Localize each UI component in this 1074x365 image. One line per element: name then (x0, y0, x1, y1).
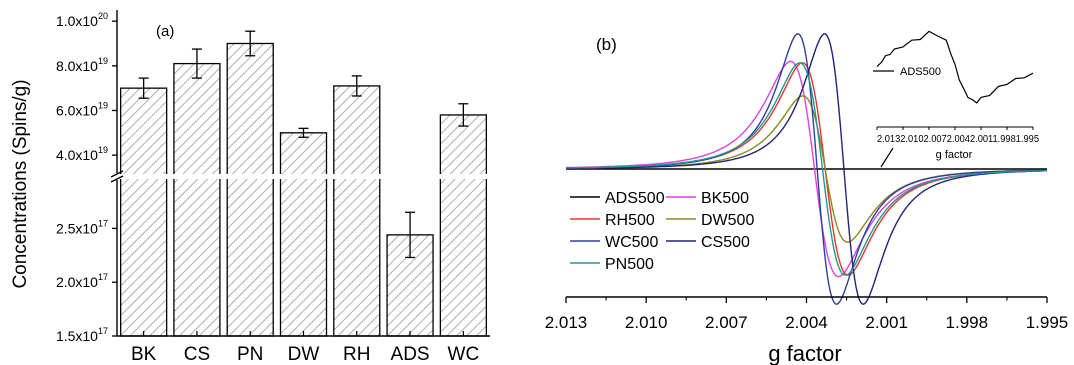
x-tick-label: CS (184, 344, 210, 365)
legend-label-wc500: WC500 (605, 234, 658, 251)
y-tick-label: 2.0x1017 (56, 272, 108, 290)
curve-cs500 (566, 33, 1047, 305)
curve-pn500 (565, 62, 1047, 276)
x-tick-label: ADS (391, 344, 430, 365)
x-tick-label: PN (237, 344, 263, 365)
x-tick-label: BK (131, 344, 157, 365)
y-tick-label: 1.5x1017 (56, 326, 108, 344)
bar-bk (119, 87, 168, 337)
legend-label-pn500: PN500 (605, 256, 654, 273)
x-tick-label: 2.010 (625, 313, 668, 332)
x-axis-label: g factor (768, 341, 841, 365)
legend: ADS500 BK500 RH500 DW500 WC500 CS500 PN500 (570, 190, 754, 273)
inset-curve-ads500 (876, 30, 1034, 104)
error-bars-group (138, 30, 469, 259)
panel-b-label: (b) (596, 35, 617, 54)
y-tick-label: 6.0x1019 (56, 100, 108, 118)
bars-group (109, 42, 492, 337)
legend-label-ads500: ADS500 (605, 190, 665, 207)
bar-pn (226, 42, 274, 337)
legend-label-cs500: CS500 (701, 234, 750, 251)
y-tick-label: 8.0x1019 (56, 56, 108, 74)
esr-curves-group (565, 33, 1048, 305)
y-tick-label: 2.5x1017 (56, 218, 108, 236)
y-tick-label: 1.0x1020 (56, 11, 108, 29)
inset-x-axis-label: g factor (936, 149, 973, 161)
x-tick-label: RH (343, 344, 370, 365)
x-tick-label: 2.004 (785, 313, 828, 332)
panel-b-line-chart: 2.013 2.010 2.007 2.004 2.001 1.998 1.995 ADS5… (545, 30, 1069, 365)
axis-break-gap (109, 174, 492, 179)
x-tick-label: 1.998 (946, 313, 989, 332)
break-mark-lower (110, 175, 124, 183)
bar-rh (333, 85, 381, 337)
legend-label-dw500: DW500 (701, 212, 754, 229)
x-tick-label: 2.013 (545, 313, 588, 332)
inset-pointer-arrow (880, 147, 894, 168)
inset-legend-label: ADS500 (900, 66, 941, 78)
panel-a-label: (a) (156, 23, 174, 40)
inset-plot: 2.0132.0102.0072.0042.0011.9981.995 g fac… (873, 30, 1039, 168)
break-mark-upper (110, 170, 124, 178)
legend-label-rh500: RH500 (605, 212, 655, 229)
y-axis-label: Concentrations (Spins/g) (10, 79, 31, 288)
x-tick-label: 2.007 (705, 313, 748, 332)
inset-x-tick-labels: 2.0132.0102.0072.0042.0011.9981.995 (877, 134, 1039, 145)
panel-a-ticks: BK CS PN DW RH ADS WC 4.0x1019 6.0x1019 8.0x1019 1… (56, 11, 479, 365)
panel-a-bar-chart: BK CS PN DW RH ADS WC 4.0x1019 6.0x1019 8.0x1019 1… (10, 10, 492, 365)
bar-cs (173, 62, 221, 337)
panel-b-ticks: 2.013 2.010 2.007 2.004 2.001 1.998 1.995 (545, 297, 1069, 332)
panel-a-axes (110, 10, 490, 337)
x-tick-label: 2.001 (865, 313, 908, 332)
bar-wc (439, 114, 488, 337)
x-tick-label: 1.995 (1026, 313, 1069, 332)
x-tick-label: DW (288, 344, 320, 365)
bar-dw (279, 132, 328, 337)
x-tick-label: WC (448, 344, 480, 365)
legend-label-bk500: BK500 (701, 190, 749, 207)
y-tick-label: 4.0x1019 (56, 145, 108, 163)
